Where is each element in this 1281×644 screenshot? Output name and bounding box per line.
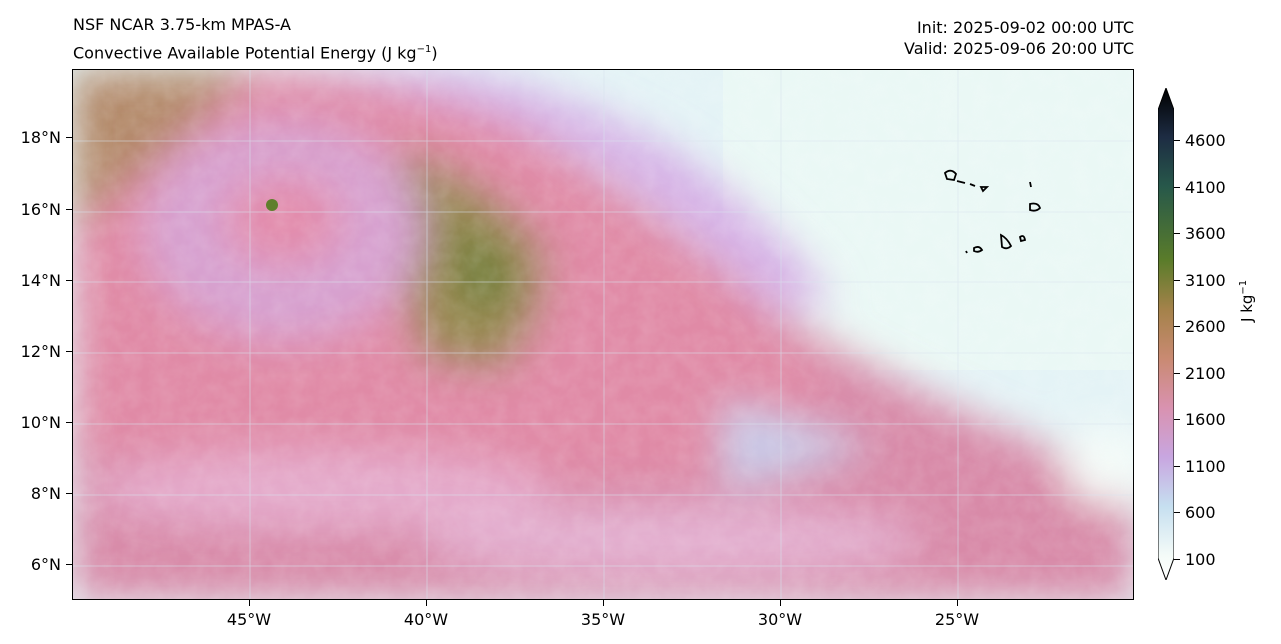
lon-label: 35°W xyxy=(580,610,626,629)
gridlines xyxy=(73,70,1133,599)
colorbar-tick-mark xyxy=(1174,326,1180,327)
model-title: NSF NCAR 3.75-km MPAS-A xyxy=(73,15,291,34)
colorbar-tick-mark xyxy=(1174,512,1180,513)
colorbar-tick-mark xyxy=(1174,140,1180,141)
colorbar-tick-mark xyxy=(1174,233,1180,234)
lat-label: 8°N xyxy=(30,484,61,503)
lat-tick-mark xyxy=(66,351,72,352)
lat-label: 10°N xyxy=(20,413,61,432)
colorbar-tick-mark xyxy=(1174,373,1180,374)
lat-label: 14°N xyxy=(20,271,61,290)
colorbar xyxy=(1158,88,1174,580)
colorbar-tick-mark xyxy=(1174,559,1180,560)
lat-tick-mark xyxy=(66,209,72,210)
colorbar-tick-mark xyxy=(1174,280,1180,281)
cape-verde-coastlines xyxy=(943,169,1042,254)
lon-label: 25°W xyxy=(934,610,980,629)
lat-tick-mark xyxy=(66,564,72,565)
colorbar-tick-label: 2100 xyxy=(1185,364,1226,383)
colorbar-tick-mark xyxy=(1174,419,1180,420)
cloud-texture xyxy=(73,70,1133,599)
map-panel xyxy=(72,69,1134,600)
lat-tick-mark xyxy=(66,280,72,281)
colorbar-tick-label: 600 xyxy=(1185,503,1216,522)
colorbar-tick-mark xyxy=(1174,466,1180,467)
colorbar-tick-label: 100 xyxy=(1185,550,1216,569)
colorbar-tick-label: 4600 xyxy=(1185,131,1226,150)
field-title: Convective Available Potential Energy (J… xyxy=(73,43,438,63)
lat-label: 16°N xyxy=(20,200,61,219)
lon-label: 30°W xyxy=(757,610,803,629)
colorbar-tick-mark xyxy=(1174,187,1180,188)
lon-tick-mark xyxy=(603,600,604,606)
lat-label: 12°N xyxy=(20,342,61,361)
hurricane-eye-feature xyxy=(266,199,278,211)
colorbar-tick-label: 1100 xyxy=(1185,457,1226,476)
time-block: Init: 2025-09-02 00:00 UTC Valid: 2025-0… xyxy=(904,17,1134,59)
lon-tick-mark xyxy=(957,600,958,606)
lon-tick-mark xyxy=(249,600,250,606)
lat-tick-mark xyxy=(66,137,72,138)
colorbar-tick-label: 3100 xyxy=(1185,271,1226,290)
valid-time: Valid: 2025-09-06 20:00 UTC xyxy=(903,39,1134,58)
lon-tick-mark xyxy=(780,600,781,606)
init-time: Init: 2025-09-02 00:00 UTC xyxy=(916,18,1134,37)
title-block: NSF NCAR 3.75-km MPAS-A Convective Avail… xyxy=(73,12,438,65)
lon-tick-mark xyxy=(426,600,427,606)
cape-field-map xyxy=(73,70,1133,599)
lon-label: 45°W xyxy=(226,610,272,629)
lat-tick-mark xyxy=(66,493,72,494)
lon-label: 40°W xyxy=(403,610,449,629)
lat-label: 6°N xyxy=(30,555,61,574)
colorbar-tick-label: 3600 xyxy=(1185,224,1226,243)
lat-label: 18°N xyxy=(20,128,61,147)
colorbar-tick-label: 1600 xyxy=(1185,410,1226,429)
lat-tick-mark xyxy=(66,422,72,423)
colorbar-tick-label: 2600 xyxy=(1185,317,1226,336)
colorbar-tick-label: 4100 xyxy=(1185,178,1226,197)
colorbar-units-label: J kg−1 xyxy=(1238,279,1256,322)
